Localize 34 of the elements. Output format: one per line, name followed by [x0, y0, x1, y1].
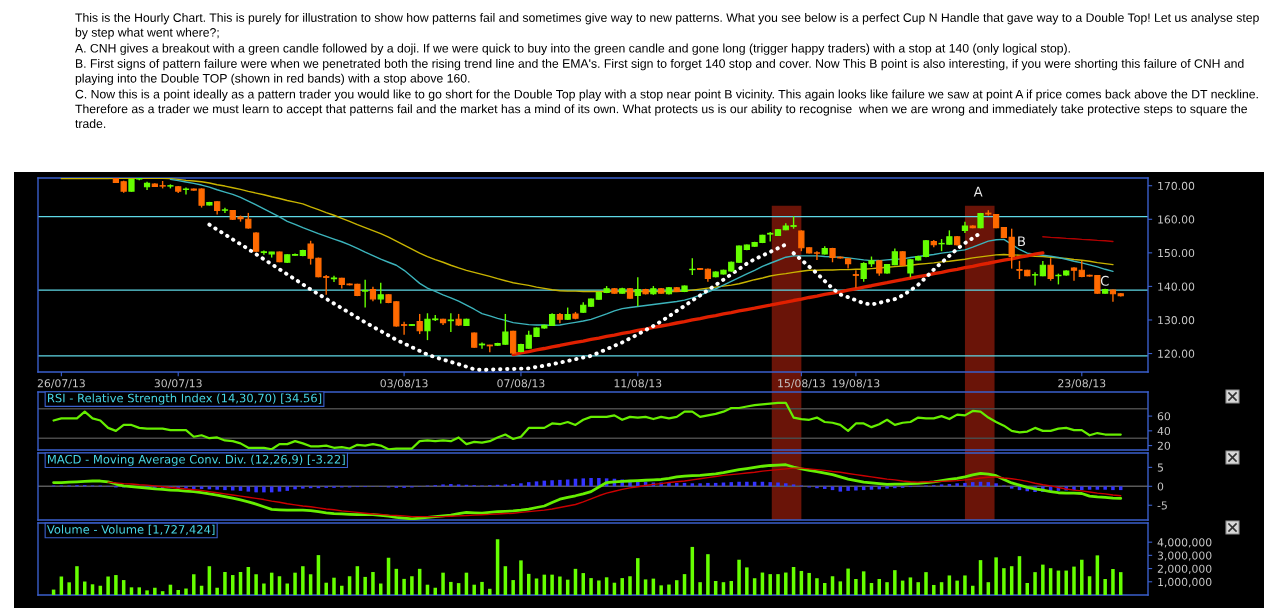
y-tick-label: -5 — [1157, 501, 1167, 510]
text: C. Now this is a point ideally as a pattern trader you would like to go short for the Double Top play with a stop near point B vicinity. This again looks like failure we saw at point A if price comes back above the DT neckline. Therefore as a trader we must learn to accept that patterns fail and the market has a mind of its own. What protects us is our ability to recognise when we are wrong and immediately take protective steps to square the trade. — [75, 89, 1258, 128]
x-tick-label: 19/08/13 — [832, 379, 880, 389]
y-tick-label: 2,000,000 — [1157, 564, 1212, 574]
text: This is the Hourly Chart. This is purely for illustration to show how patterns fail and sometimes give way to new patterns. What you see below is a perfect Cup N Handle that gave way to a Double Top! Let us analyse step by step what went where?; — [75, 13, 1259, 40]
y-tick-label: 1,000,000 — [1158, 577, 1212, 588]
x-tick-label: 07/08/13 — [497, 379, 545, 389]
y-tick-label: 40 — [1157, 426, 1171, 436]
x-tick-label: 03/08/13 — [380, 379, 428, 389]
chart-title: MACD - Moving Average Conv. Div. (12,26,9) [-3.22] — [48, 454, 345, 466]
y-tick-label: 120.00 — [1158, 349, 1195, 358]
x-tick-label: 15/08/13 — [778, 379, 825, 389]
chart-title: Volume - Volume [1,727,424] — [46, 524, 215, 536]
x-tick-label: 11/08/13 — [614, 379, 662, 389]
y-tick-label: 3,000,000 — [1157, 551, 1212, 561]
y-tick-label: 170.00 — [1158, 181, 1195, 190]
text: B. First signs of pattern failure were when we penetrated both the rising trend line and the EMA's. First sign to forget 140 stop and cover. Now This B point is also interesting, if you were shorting this failure of CNH and playing into the Double TOP (shown in red bands) with a stop above 160. — [75, 58, 1244, 86]
x-tick-label: 26/07/13 — [37, 379, 85, 389]
x-tick-label: 30/07/13 — [154, 379, 202, 389]
y-tick-label: 60 — [1157, 412, 1171, 421]
chart-title: RSI - Relative Strength Index (14,30,70) [34.56] — [48, 393, 322, 405]
annotation: C — [1100, 275, 1109, 286]
text: A. CNH gives a breakout with a green candle followed by a doji. If we were quick to buy into the green candle and gone long (trigger happy traders) with a stop at 140 (only logical stop). — [75, 43, 1070, 55]
y-tick-label: 150.00 — [1158, 248, 1195, 258]
y-tick-label: 130.00 — [1158, 316, 1195, 325]
y-tick-label: 160.00 — [1158, 215, 1195, 224]
y-tick-label: 4,000,000 — [1157, 538, 1212, 548]
y-tick-label: 0 — [1157, 482, 1164, 491]
y-tick-label: 140.00 — [1158, 282, 1195, 291]
annotation: B — [1018, 236, 1026, 247]
y-tick-label: 20 — [1157, 441, 1171, 450]
y-tick-label: 5 — [1157, 463, 1163, 472]
x-tick-label: 23/08/13 — [1058, 379, 1106, 389]
annotation: A — [973, 186, 983, 197]
